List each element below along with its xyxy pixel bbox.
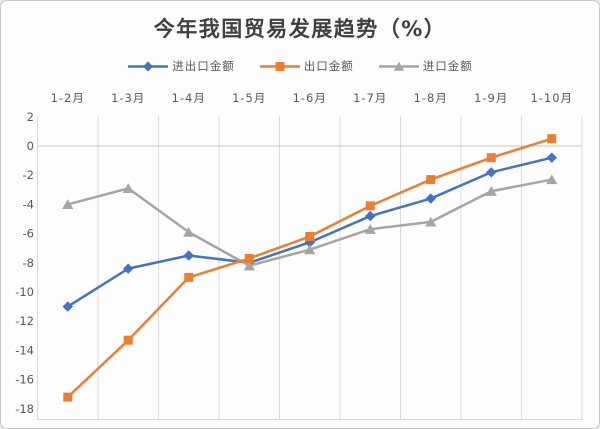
data-point-marker-square [244,253,254,263]
chart-title: 今年我国贸易发展趋势（%） [153,17,447,41]
x-axis-category-label: 1-7月 [353,91,387,105]
data-point-marker-square [365,201,375,211]
data-point-marker-diamond [62,301,73,312]
data-point-marker-diamond [425,193,436,204]
y-axis-tick-label: -2 [23,168,34,182]
legend-item-0: 进出口金额 [127,58,235,74]
y-axis-tick-label: -10 [15,285,34,299]
data-point-marker-square [426,175,436,185]
y-axis-tick-label: -14 [15,343,34,357]
x-axis-category-label: 1-9月 [474,91,508,105]
data-point-marker-square [63,392,73,402]
legend-label: 进口金额 [422,59,473,73]
y-axis-tick-label: -8 [23,256,34,270]
y-axis-tick-label: -4 [23,197,34,211]
legend-item-1: 出口金额 [259,58,354,74]
data-point-marker-triangle [425,216,437,227]
data-point-marker-diamond [486,167,497,178]
legend-diamond-icon [128,61,169,71]
x-axis-category-label: 1-3月 [111,91,145,105]
data-point-marker-triangle [485,186,497,196]
data-point-marker-diamond [183,250,194,261]
legend-item-2: 进口金额 [378,58,473,74]
data-point-marker-triangle [364,224,376,234]
data-point-marker-square [305,232,315,242]
x-axis-category-label: 1-4月 [172,91,206,105]
data-point-marker-square [486,153,496,163]
y-axis-tick-label: -6 [23,227,34,241]
x-axis-category-label: 1-8月 [414,91,448,105]
y-axis-tick-label: 0 [27,139,34,153]
data-point-marker-diamond [546,152,557,163]
y-axis-tick-label: 2 [27,110,34,124]
x-axis-category-label: 1-2月 [51,91,85,105]
legend-square-icon [259,61,300,71]
data-point-marker-diamond [365,210,376,222]
data-point-marker-diamond [123,263,134,274]
data-point-marker-triangle [122,183,134,193]
data-point-marker-square [547,134,557,144]
x-axis-category-label: 1-10月 [530,91,573,105]
data-point-marker-triangle [62,199,74,209]
x-axis-category-label: 1-5月 [232,91,266,105]
data-point-marker-triangle [183,226,195,237]
y-axis-tick-label: -16 [15,373,34,387]
y-axis-tick-label: -12 [15,314,34,328]
data-point-marker-triangle [304,244,316,255]
legend-triangle-icon [378,61,419,71]
x-axis-category-label: 1-6月 [293,91,327,105]
data-point-marker-square [184,272,194,282]
data-point-marker-triangle [243,260,255,271]
chart-legend: 进出口金额 出口金额 进口金额 [1,58,599,74]
legend-label: 进出口金额 [172,59,235,73]
y-axis-tick-label: -18 [15,402,34,416]
data-point-marker-triangle [546,174,558,185]
data-point-marker-square [123,335,133,345]
legend-label: 出口金额 [303,59,354,73]
